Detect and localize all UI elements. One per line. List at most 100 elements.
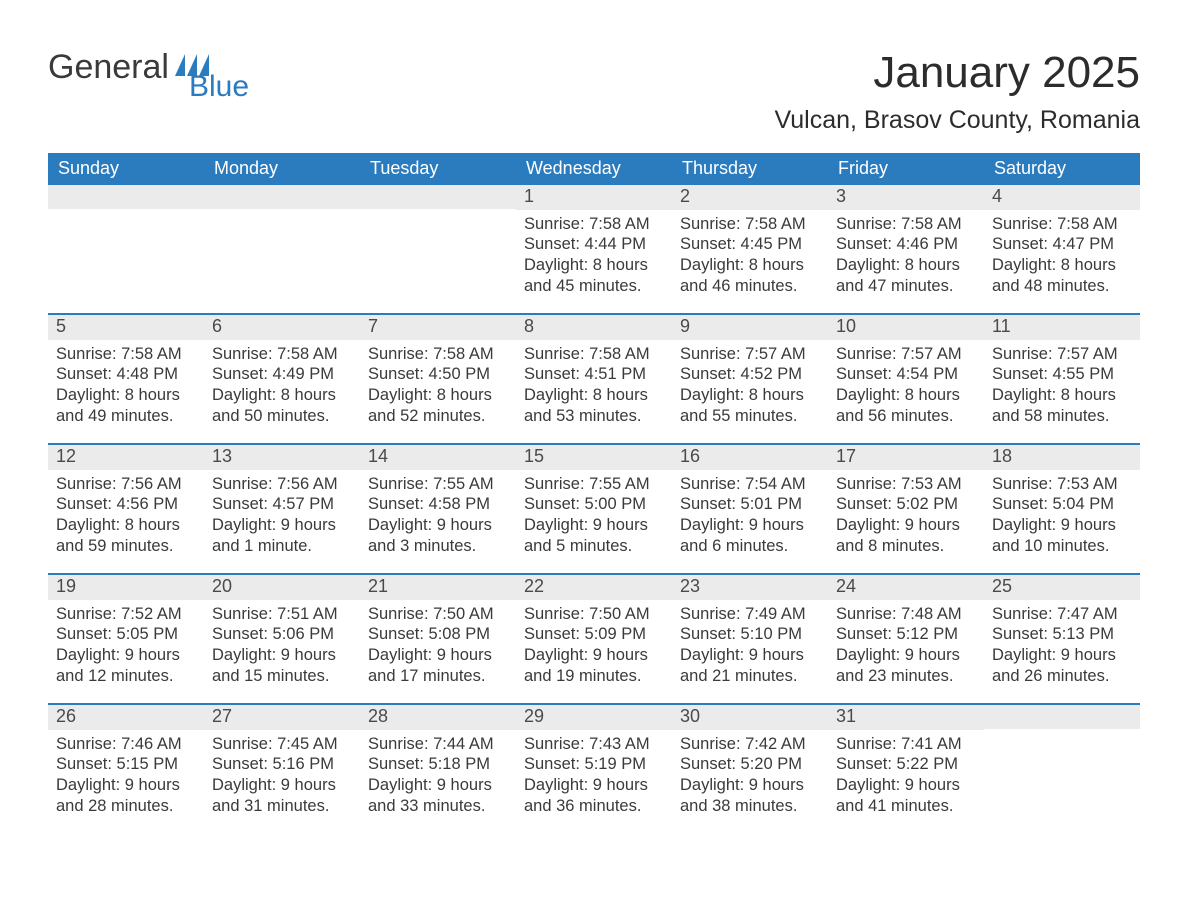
sunset-line: Sunset: 4:54 PM [836, 364, 976, 385]
day-body: Sunrise: 7:55 AMSunset: 5:00 PMDaylight:… [516, 470, 672, 565]
weekday-header: Wednesday [516, 153, 672, 185]
sunset-line: Sunset: 5:06 PM [212, 624, 352, 645]
sunrise-line: Sunrise: 7:57 AM [992, 344, 1132, 365]
calendar-day-cell [48, 185, 204, 313]
weekday-header: Friday [828, 153, 984, 185]
daylight-line-1: Daylight: 9 hours [680, 645, 820, 666]
daylight-line-2: and 17 minutes. [368, 666, 508, 687]
daylight-line-2: and 48 minutes. [992, 276, 1132, 297]
sunrise-line: Sunrise: 7:56 AM [56, 474, 196, 495]
daylight-line-1: Daylight: 8 hours [56, 385, 196, 406]
calendar-day-cell: 29Sunrise: 7:43 AMSunset: 5:19 PMDayligh… [516, 705, 672, 833]
day-number: 27 [204, 705, 360, 730]
calendar-day-cell: 25Sunrise: 7:47 AMSunset: 5:13 PMDayligh… [984, 575, 1140, 703]
day-body: Sunrise: 7:48 AMSunset: 5:12 PMDaylight:… [828, 600, 984, 695]
daylight-line-1: Daylight: 9 hours [992, 645, 1132, 666]
daylight-line-2: and 8 minutes. [836, 536, 976, 557]
daylight-line-2: and 52 minutes. [368, 406, 508, 427]
weekday-header: Monday [204, 153, 360, 185]
sunrise-line: Sunrise: 7:58 AM [680, 214, 820, 235]
day-number: 1 [516, 185, 672, 210]
calendar: Sunday Monday Tuesday Wednesday Thursday… [48, 153, 1140, 833]
sunrise-line: Sunrise: 7:50 AM [524, 604, 664, 625]
day-number: 14 [360, 445, 516, 470]
sunrise-line: Sunrise: 7:57 AM [680, 344, 820, 365]
daylight-line-1: Daylight: 8 hours [992, 385, 1132, 406]
calendar-day-cell: 26Sunrise: 7:46 AMSunset: 5:15 PMDayligh… [48, 705, 204, 833]
daylight-line-2: and 3 minutes. [368, 536, 508, 557]
daylight-line-1: Daylight: 9 hours [836, 775, 976, 796]
sunset-line: Sunset: 5:18 PM [368, 754, 508, 775]
calendar-day-cell: 12Sunrise: 7:56 AMSunset: 4:56 PMDayligh… [48, 445, 204, 573]
daylight-line-2: and 28 minutes. [56, 796, 196, 817]
day-body: Sunrise: 7:53 AMSunset: 5:02 PMDaylight:… [828, 470, 984, 565]
sunset-line: Sunset: 5:08 PM [368, 624, 508, 645]
daylight-line-1: Daylight: 8 hours [836, 255, 976, 276]
day-body: Sunrise: 7:58 AMSunset: 4:49 PMDaylight:… [204, 340, 360, 435]
sunset-line: Sunset: 4:46 PM [836, 234, 976, 255]
day-number: 31 [828, 705, 984, 730]
daylight-line-1: Daylight: 9 hours [368, 515, 508, 536]
weekday-header: Saturday [984, 153, 1140, 185]
title-block: January 2025 Vulcan, Brasov County, Roma… [775, 50, 1140, 135]
day-body: Sunrise: 7:58 AMSunset: 4:51 PMDaylight:… [516, 340, 672, 435]
sunrise-line: Sunrise: 7:43 AM [524, 734, 664, 755]
daylight-line-1: Daylight: 9 hours [680, 515, 820, 536]
calendar-day-cell: 21Sunrise: 7:50 AMSunset: 5:08 PMDayligh… [360, 575, 516, 703]
daylight-line-2: and 38 minutes. [680, 796, 820, 817]
daylight-line-1: Daylight: 9 hours [524, 515, 664, 536]
sunset-line: Sunset: 4:58 PM [368, 494, 508, 515]
calendar-day-cell: 15Sunrise: 7:55 AMSunset: 5:00 PMDayligh… [516, 445, 672, 573]
day-number: 7 [360, 315, 516, 340]
calendar-weeks: 1Sunrise: 7:58 AMSunset: 4:44 PMDaylight… [48, 185, 1140, 833]
daylight-line-1: Daylight: 9 hours [836, 645, 976, 666]
day-body: Sunrise: 7:58 AMSunset: 4:44 PMDaylight:… [516, 210, 672, 305]
sunrise-line: Sunrise: 7:53 AM [992, 474, 1132, 495]
daylight-line-2: and 26 minutes. [992, 666, 1132, 687]
calendar-day-cell: 17Sunrise: 7:53 AMSunset: 5:02 PMDayligh… [828, 445, 984, 573]
logo-text-main: General [48, 50, 169, 84]
calendar-day-cell: 7Sunrise: 7:58 AMSunset: 4:50 PMDaylight… [360, 315, 516, 443]
daylight-line-2: and 45 minutes. [524, 276, 664, 297]
day-number: 5 [48, 315, 204, 340]
empty-daynum [984, 705, 1140, 729]
daylight-line-2: and 33 minutes. [368, 796, 508, 817]
calendar-day-cell: 23Sunrise: 7:49 AMSunset: 5:10 PMDayligh… [672, 575, 828, 703]
day-number: 23 [672, 575, 828, 600]
calendar-day-cell: 1Sunrise: 7:58 AMSunset: 4:44 PMDaylight… [516, 185, 672, 313]
day-number: 25 [984, 575, 1140, 600]
calendar-day-cell: 8Sunrise: 7:58 AMSunset: 4:51 PMDaylight… [516, 315, 672, 443]
sunset-line: Sunset: 5:04 PM [992, 494, 1132, 515]
empty-daynum [204, 185, 360, 209]
sunrise-line: Sunrise: 7:58 AM [368, 344, 508, 365]
day-number: 6 [204, 315, 360, 340]
daylight-line-2: and 36 minutes. [524, 796, 664, 817]
daylight-line-2: and 12 minutes. [56, 666, 196, 687]
sunrise-line: Sunrise: 7:52 AM [56, 604, 196, 625]
daylight-line-2: and 5 minutes. [524, 536, 664, 557]
sunset-line: Sunset: 4:55 PM [992, 364, 1132, 385]
sunset-line: Sunset: 4:52 PM [680, 364, 820, 385]
day-body: Sunrise: 7:54 AMSunset: 5:01 PMDaylight:… [672, 470, 828, 565]
calendar-day-cell: 11Sunrise: 7:57 AMSunset: 4:55 PMDayligh… [984, 315, 1140, 443]
daylight-line-1: Daylight: 9 hours [836, 515, 976, 536]
day-body: Sunrise: 7:58 AMSunset: 4:48 PMDaylight:… [48, 340, 204, 435]
day-number: 3 [828, 185, 984, 210]
calendar-day-cell: 18Sunrise: 7:53 AMSunset: 5:04 PMDayligh… [984, 445, 1140, 573]
sunset-line: Sunset: 5:15 PM [56, 754, 196, 775]
day-number: 2 [672, 185, 828, 210]
calendar-day-cell: 13Sunrise: 7:56 AMSunset: 4:57 PMDayligh… [204, 445, 360, 573]
daylight-line-1: Daylight: 8 hours [368, 385, 508, 406]
daylight-line-1: Daylight: 8 hours [680, 255, 820, 276]
sunrise-line: Sunrise: 7:46 AM [56, 734, 196, 755]
calendar-day-cell: 5Sunrise: 7:58 AMSunset: 4:48 PMDaylight… [48, 315, 204, 443]
day-body: Sunrise: 7:44 AMSunset: 5:18 PMDaylight:… [360, 730, 516, 825]
day-body: Sunrise: 7:58 AMSunset: 4:46 PMDaylight:… [828, 210, 984, 305]
daylight-line-2: and 47 minutes. [836, 276, 976, 297]
sunset-line: Sunset: 4:47 PM [992, 234, 1132, 255]
logo-text-sub: Blue [189, 72, 249, 102]
calendar-day-cell: 27Sunrise: 7:45 AMSunset: 5:16 PMDayligh… [204, 705, 360, 833]
sunset-line: Sunset: 4:48 PM [56, 364, 196, 385]
daylight-line-1: Daylight: 8 hours [524, 385, 664, 406]
sunset-line: Sunset: 4:56 PM [56, 494, 196, 515]
